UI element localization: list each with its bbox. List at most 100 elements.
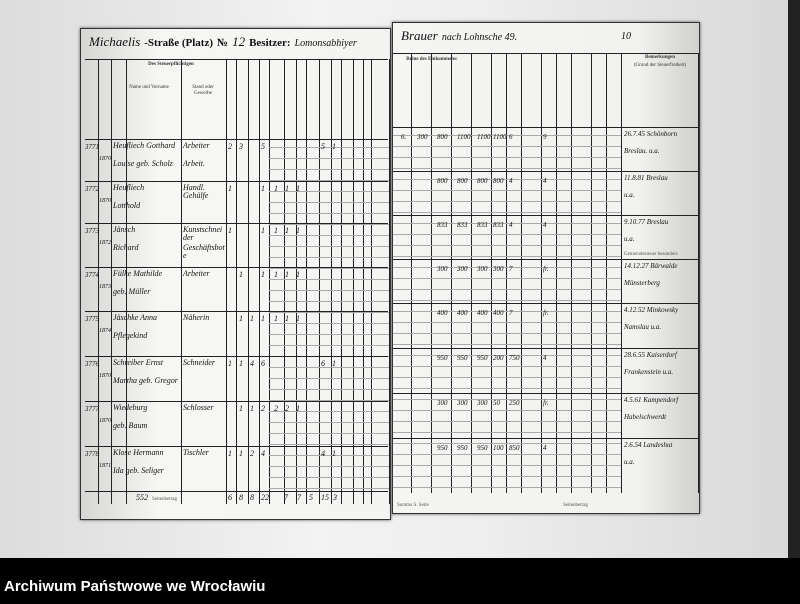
ruled-line	[269, 345, 389, 346]
owner-label: Besitzer:	[249, 37, 291, 49]
column-rule	[506, 53, 507, 493]
income-value: 7	[509, 309, 513, 317]
entry-name: Schreiber Ernst	[113, 358, 164, 367]
ruled-line	[393, 190, 621, 191]
row-divider	[393, 393, 699, 394]
ruled-line	[393, 300, 621, 301]
header-occupation: Stand oder Gewerbe	[192, 85, 214, 96]
row-divider	[393, 438, 699, 439]
entry-occupation: Kunstschneider	[183, 225, 223, 242]
left-title-row: Michaelis -Straße (Platz) № 12 Besitzer:…	[89, 35, 357, 50]
entry-number: 3773	[85, 227, 99, 235]
ruled-line	[269, 246, 389, 247]
remark: 28.6.55 Kaiserdorf	[624, 351, 677, 359]
column-rule	[591, 53, 592, 493]
entry-count: 2	[274, 404, 278, 413]
entry-count: 4	[321, 449, 325, 458]
entry-count: 1	[228, 184, 232, 193]
ruled-line	[393, 223, 621, 224]
entry-date: 1870	[99, 418, 111, 424]
entry-count: 1	[274, 314, 278, 323]
ruled-line	[269, 257, 389, 258]
column-rule	[319, 59, 320, 504]
ruled-line	[269, 235, 389, 236]
entry-count: 1	[239, 314, 243, 323]
ruled-line	[393, 135, 621, 136]
entry-count: 1	[261, 314, 265, 323]
header-rule	[393, 53, 699, 54]
ruled-line	[393, 366, 621, 367]
remark-2: u.a.	[624, 191, 635, 199]
ruled-line	[393, 146, 621, 147]
income-value: 300	[493, 265, 504, 273]
ruled-line	[269, 268, 389, 269]
remark: 2.6.54 Landeshut	[624, 441, 673, 449]
remark-2: Münsterberg	[624, 279, 660, 287]
column-rule	[491, 53, 492, 493]
entry-name: Klose Hermann	[113, 448, 164, 457]
entry-count: 2	[228, 142, 232, 151]
income-value: 200	[493, 354, 504, 362]
income-value: 800	[477, 177, 488, 185]
ruled-line	[393, 267, 621, 268]
income-value: 800	[457, 177, 468, 185]
owner-handwritten: Lomonsabhiyer	[294, 38, 357, 49]
entry-count: 1	[285, 270, 289, 279]
ruled-line	[393, 388, 621, 389]
income-value: 4	[543, 444, 547, 452]
entry-occupation: Schlosser	[183, 403, 214, 412]
column-rule	[541, 53, 542, 493]
entry-number: 3774	[85, 271, 99, 279]
row-divider	[393, 127, 699, 128]
entry-name: Jäschke Anna	[113, 313, 158, 322]
page-number: 10	[621, 31, 631, 42]
column-rule	[269, 59, 270, 504]
entry-count: 6	[261, 359, 265, 368]
income-value: 4	[543, 354, 547, 362]
street-label: -Straße (Platz)	[144, 37, 213, 49]
income-value: 300	[437, 399, 448, 407]
entry-occupation: Schneider	[183, 358, 215, 367]
entry-name-2: Lotthold	[113, 201, 141, 210]
ruled-line	[393, 201, 621, 202]
column-rule	[606, 53, 607, 493]
income-value: 950	[437, 354, 448, 362]
entry-count: 6	[321, 359, 325, 368]
income-value: 300	[457, 399, 468, 407]
entry-count: 1	[285, 314, 289, 323]
ruled-line	[269, 158, 389, 159]
column-rule	[363, 59, 364, 504]
archive-footer: Archiwum Państwowe we Wrocławiu	[0, 558, 800, 604]
column-rule	[259, 59, 260, 504]
row-divider	[393, 171, 699, 172]
ruled-line	[269, 334, 389, 335]
income-value: 400	[493, 309, 504, 317]
income-value: 833	[437, 221, 448, 229]
entry-count: 1	[285, 226, 289, 235]
income-value: 300	[457, 265, 468, 273]
entry-occupation: Arbeiter	[183, 269, 210, 278]
entry-count: 2	[285, 404, 289, 413]
ruled-line	[393, 289, 621, 290]
entry-number: 3776	[85, 360, 99, 368]
income-value: 950	[477, 444, 488, 452]
income-value: 250	[509, 399, 520, 407]
ruled-line	[269, 191, 389, 192]
header-remarks: Bemerkungen	[645, 55, 675, 60]
column-rule	[521, 53, 522, 493]
header-name: Name und Vorname	[129, 85, 169, 90]
income-value: 833	[457, 221, 468, 229]
remark: 26.7.45 Schönborn	[624, 130, 678, 138]
income-value: 300	[477, 265, 488, 273]
right-title-row: Brauer nach Lohnsche 49.	[401, 29, 517, 43]
ruled-line	[393, 487, 621, 488]
ruled-line	[269, 477, 389, 478]
entry-count: 2	[261, 404, 265, 413]
ruled-line	[393, 256, 621, 257]
entry-occupation: Tischler	[183, 448, 209, 457]
entry-count: 1	[296, 184, 300, 193]
column-rule	[226, 59, 227, 504]
ruled-line	[393, 377, 621, 378]
totals-prefix: 552	[136, 493, 148, 502]
column-rule	[111, 59, 112, 504]
